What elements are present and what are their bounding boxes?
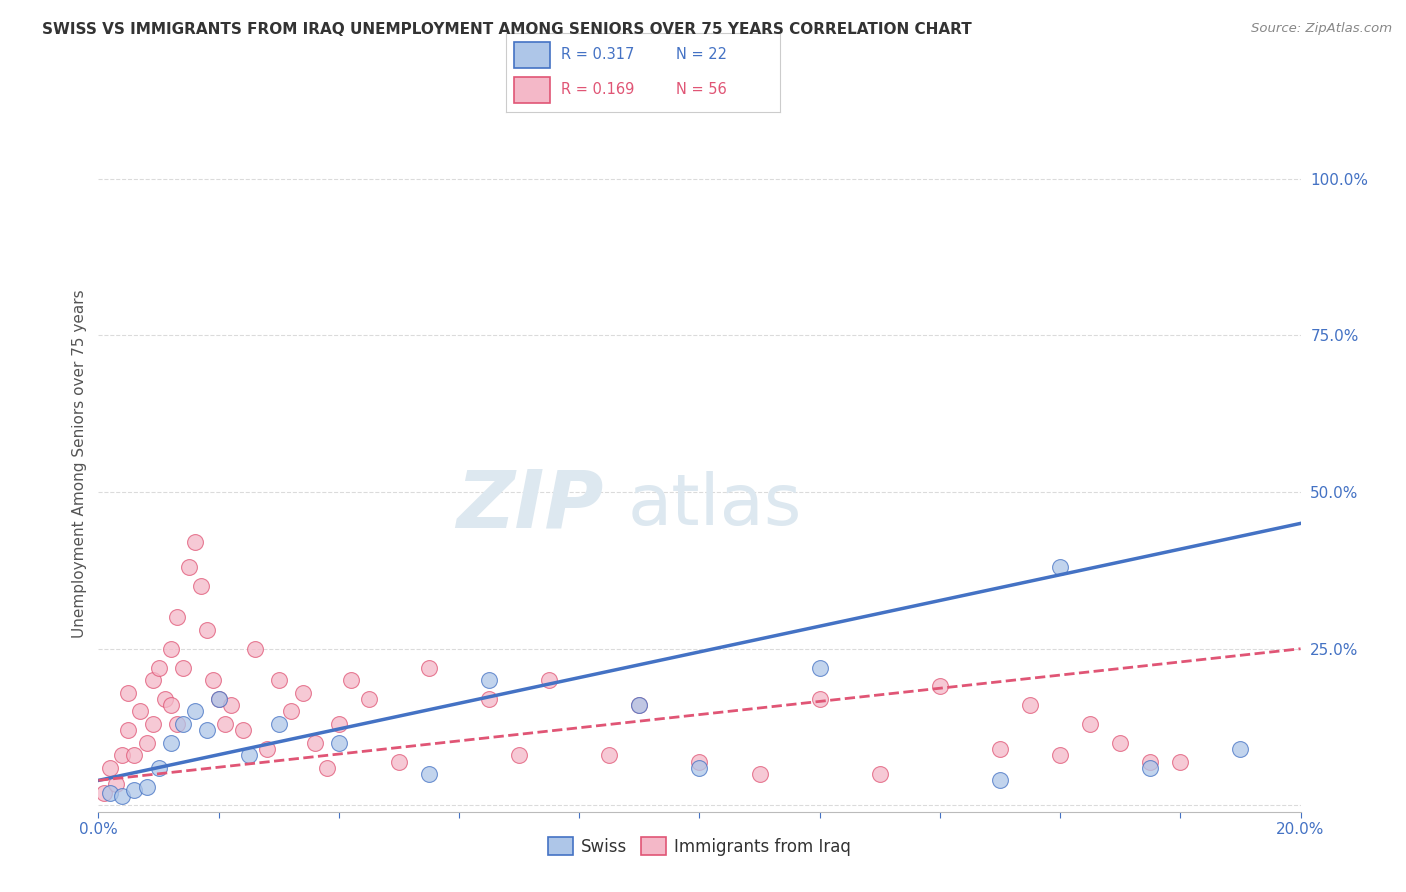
Point: [1049, 560, 1071, 574]
Point: [135, 780, 157, 794]
Point: [93, 786, 115, 800]
Point: [190, 579, 212, 593]
Point: [256, 742, 278, 756]
Point: [117, 723, 139, 738]
Point: [869, 767, 891, 781]
Point: [328, 717, 350, 731]
Point: [124, 782, 146, 797]
Point: [418, 660, 440, 674]
Text: N = 22: N = 22: [676, 47, 727, 62]
Point: [478, 692, 501, 706]
Point: [129, 705, 152, 719]
Point: [478, 673, 501, 687]
Point: [111, 748, 134, 763]
Point: [117, 685, 139, 699]
Point: [1109, 736, 1132, 750]
Point: [141, 717, 163, 731]
Point: [598, 748, 620, 763]
Point: [201, 673, 224, 687]
Point: [183, 535, 205, 549]
Point: [1078, 717, 1101, 731]
Point: [1139, 755, 1161, 769]
Point: [159, 698, 181, 713]
Point: [291, 685, 314, 699]
Text: R = 0.317: R = 0.317: [561, 47, 634, 62]
Point: [208, 692, 231, 706]
Point: [232, 723, 254, 738]
Point: [177, 560, 200, 574]
Point: [159, 641, 181, 656]
Point: [1139, 761, 1161, 775]
Text: Source: ZipAtlas.com: Source: ZipAtlas.com: [1251, 22, 1392, 36]
Point: [148, 761, 170, 775]
Point: [538, 673, 561, 687]
Point: [628, 698, 651, 713]
Point: [166, 610, 188, 624]
Point: [100, 761, 122, 775]
Text: atlas: atlas: [627, 471, 801, 540]
Point: [172, 717, 194, 731]
Point: [304, 736, 326, 750]
Point: [988, 742, 1011, 756]
Point: [628, 698, 651, 713]
Y-axis label: Unemployment Among Seniors over 75 years: Unemployment Among Seniors over 75 years: [72, 290, 87, 638]
Point: [148, 660, 170, 674]
Point: [689, 761, 711, 775]
Point: [1019, 698, 1042, 713]
Point: [748, 767, 770, 781]
Point: [388, 755, 411, 769]
Point: [689, 755, 711, 769]
Text: R = 0.169: R = 0.169: [561, 82, 634, 97]
Point: [808, 660, 831, 674]
Point: [508, 748, 530, 763]
Point: [183, 705, 205, 719]
Point: [219, 698, 242, 713]
Point: [124, 748, 146, 763]
Point: [418, 767, 440, 781]
Point: [328, 736, 350, 750]
Text: SWISS VS IMMIGRANTS FROM IRAQ UNEMPLOYMENT AMONG SENIORS OVER 75 YEARS CORRELATI: SWISS VS IMMIGRANTS FROM IRAQ UNEMPLOYME…: [42, 22, 972, 37]
Point: [214, 717, 236, 731]
Point: [159, 736, 181, 750]
Point: [105, 776, 128, 790]
Point: [267, 717, 290, 731]
Text: N = 56: N = 56: [676, 82, 727, 97]
Point: [1229, 742, 1251, 756]
FancyBboxPatch shape: [515, 42, 550, 68]
Point: [1170, 755, 1192, 769]
Point: [280, 705, 302, 719]
Legend: Swiss, Immigrants from Iraq: Swiss, Immigrants from Iraq: [541, 830, 858, 863]
Point: [141, 673, 163, 687]
Point: [808, 692, 831, 706]
Point: [340, 673, 363, 687]
Point: [208, 692, 231, 706]
Point: [111, 789, 134, 803]
Point: [267, 673, 290, 687]
Point: [195, 723, 218, 738]
Point: [100, 786, 122, 800]
FancyBboxPatch shape: [515, 77, 550, 103]
Point: [195, 623, 218, 637]
Point: [988, 773, 1011, 788]
Point: [315, 761, 337, 775]
Point: [172, 660, 194, 674]
Point: [1049, 748, 1071, 763]
Point: [153, 692, 176, 706]
Point: [166, 717, 188, 731]
Point: [357, 692, 380, 706]
Point: [135, 736, 157, 750]
Point: [243, 641, 266, 656]
Point: [238, 748, 260, 763]
Text: ZIP: ZIP: [456, 467, 603, 545]
Point: [929, 679, 952, 693]
